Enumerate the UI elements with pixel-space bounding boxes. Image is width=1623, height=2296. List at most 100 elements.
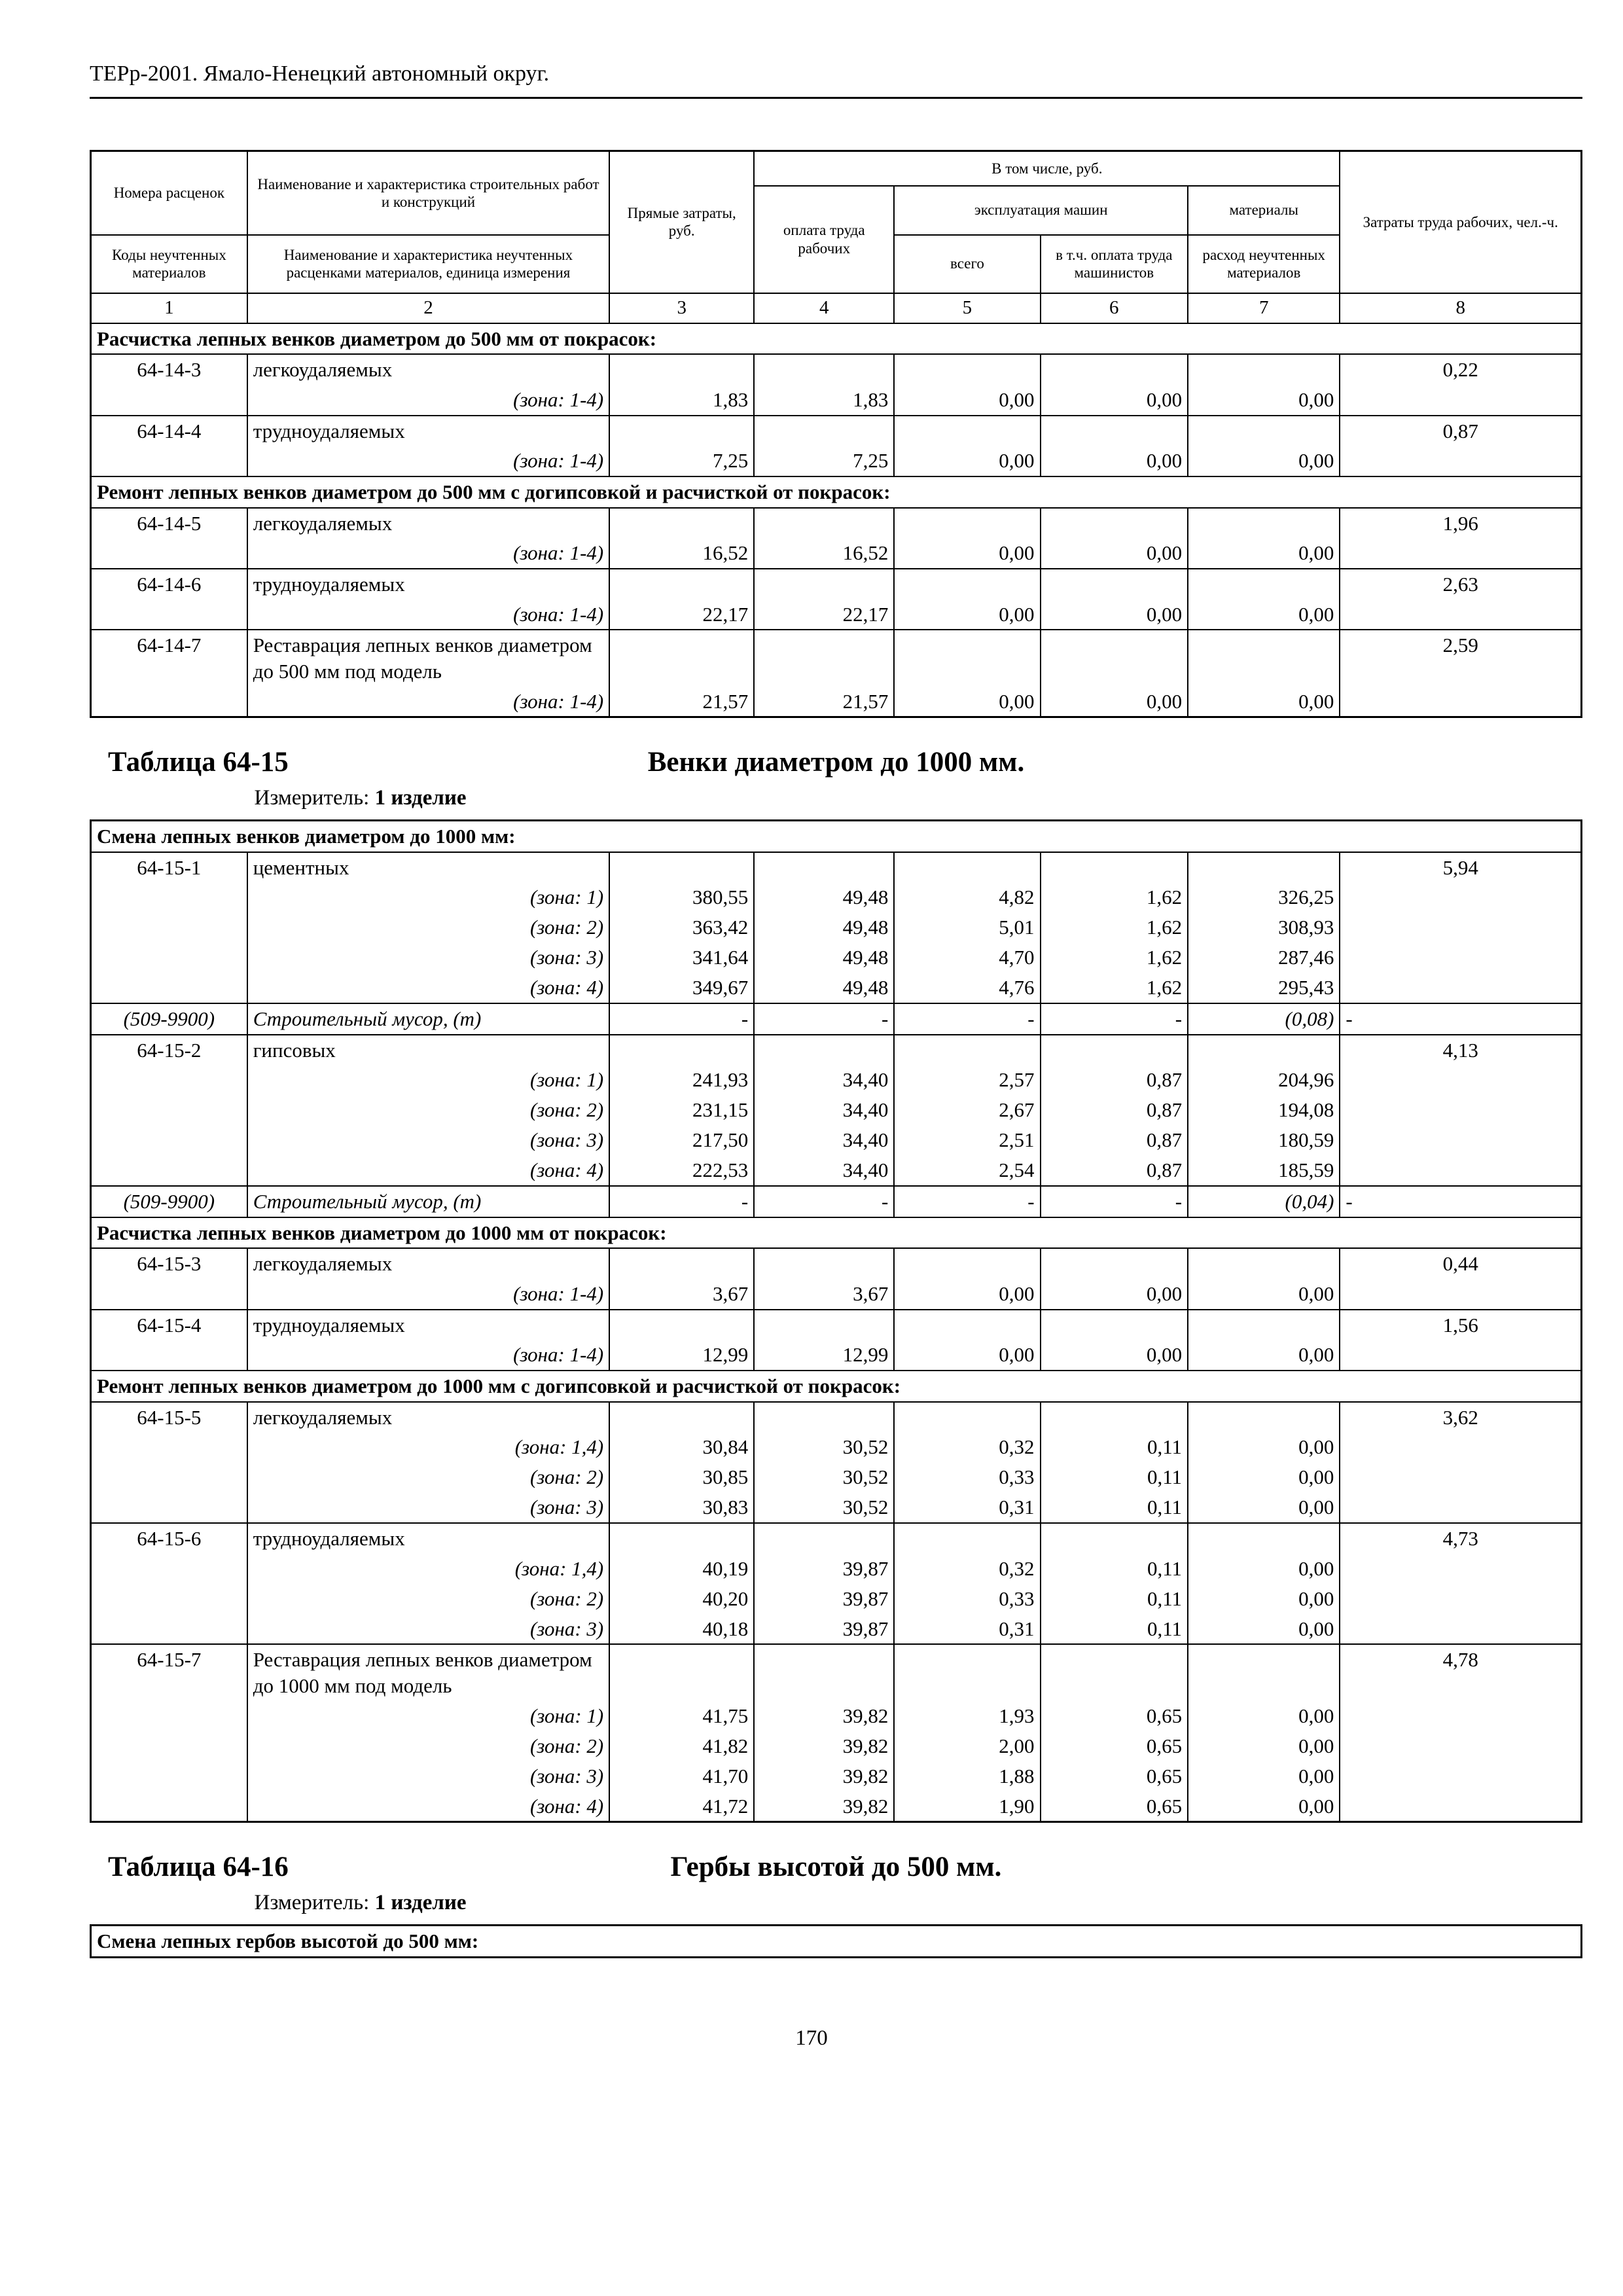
empty-value-cell <box>893 507 1041 539</box>
empty-labor-cell <box>1339 1761 1582 1791</box>
value-cell: 40,19 <box>609 1553 755 1584</box>
document-title: ТЕРр-2001. Ямало-Ненецкий автономный окр… <box>90 62 550 86</box>
labor-cost-cell: 4,73 <box>1339 1522 1582 1554</box>
table-row-zone: (зона: 1-4) 22,17 22,17 0,00 0,00 0,00 <box>90 599 1582 630</box>
value-cell: 30,52 <box>753 1462 895 1493</box>
empty-code-cell <box>90 1095 248 1126</box>
table-row-item-64-15-5: 64-15-5 легкоудаляемых 3,62 <box>90 1401 1582 1433</box>
value-cell: 0,00 <box>893 1278 1041 1310</box>
empty-value-cell <box>893 1522 1041 1554</box>
material-name-cell: Строительный мусор, (т) <box>246 1002 611 1035</box>
material-value-cell: - <box>893 1185 1041 1218</box>
table-body-64-14: Расчистка лепных венков диаметром до 500… <box>90 322 1582 717</box>
empty-value-cell <box>753 353 895 385</box>
value-cell: 349,67 <box>609 973 755 1003</box>
table-row-zone: (зона: 1-4) 21,57 21,57 0,00 0,00 0,00 <box>90 686 1582 717</box>
empty-value-cell <box>609 851 755 883</box>
rates-table-64-16: Смена лепных гербов высотой до 500 мм: <box>90 1924 1582 1958</box>
value-cell: 4,70 <box>893 942 1041 973</box>
value-cell: 0,65 <box>1039 1700 1189 1731</box>
empty-value-cell <box>753 414 895 446</box>
column-number-5: 5 <box>893 292 1041 324</box>
zone-label-cell: (зона: 1,4) <box>246 1432 611 1463</box>
value-cell: 39,82 <box>753 1700 895 1731</box>
header-row-2: оплата труда рабочих эксплуатация машин … <box>91 185 1582 294</box>
empty-value-cell <box>609 1643 755 1701</box>
zone-label-cell: (зона: 2) <box>246 1731 611 1761</box>
value-cell: 0,33 <box>893 1583 1041 1614</box>
table-row-zone: (зона: 1,4) 40,19 39,87 0,32 0,11 0,00 <box>90 1553 1582 1584</box>
value-cell: 4,82 <box>893 882 1041 913</box>
empty-labor-cell <box>1339 1553 1582 1584</box>
value-cell: 194,08 <box>1187 1095 1341 1126</box>
value-cell: 40,18 <box>609 1613 755 1645</box>
empty-labor-cell <box>1339 599 1582 630</box>
value-cell: 21,57 <box>609 686 755 717</box>
value-cell: 30,52 <box>753 1432 895 1463</box>
empty-value-cell <box>1187 1522 1341 1554</box>
value-cell: 2,67 <box>893 1095 1041 1126</box>
value-cell: 0,11 <box>1039 1583 1189 1614</box>
rate-code-cell: 64-15-4 <box>90 1308 248 1340</box>
value-cell: 4,76 <box>893 973 1041 1003</box>
empty-code-cell <box>90 1432 248 1463</box>
rate-code-cell: 64-15-7 <box>90 1643 248 1701</box>
empty-labor-cell <box>1339 1278 1582 1310</box>
value-cell: 0,00 <box>1187 1278 1341 1310</box>
header-rule <box>90 97 1582 99</box>
table-body-64-16: Смена лепных гербов высотой до 500 мм: <box>90 1924 1582 1958</box>
value-cell: 0,00 <box>1187 1791 1341 1822</box>
page-number: 170 <box>795 2026 828 2050</box>
header-machines-group: эксплуатация машин <box>893 185 1189 236</box>
empty-value-cell <box>1187 1033 1341 1066</box>
empty-labor-cell <box>1339 384 1582 416</box>
value-cell: 40,20 <box>609 1583 755 1614</box>
value-cell: 1,83 <box>609 384 755 416</box>
value-cell: 49,48 <box>753 973 895 1003</box>
value-cell: 16,52 <box>753 538 895 569</box>
zone-label-cell: (зона: 1-4) <box>246 1278 611 1310</box>
empty-value-cell <box>893 1033 1041 1066</box>
table-row-section: Ремонт лепных венков диаметром до 1000 м… <box>90 1369 1582 1403</box>
value-cell: 12,99 <box>753 1340 895 1371</box>
empty-labor-cell <box>1339 1095 1582 1126</box>
table-row-zone: (зона: 4) 41,72 39,82 1,90 0,65 0,00 <box>90 1791 1582 1822</box>
table-row-zone: (зона: 1) 41,75 39,82 1,93 0,65 0,00 <box>90 1700 1582 1731</box>
rates-table-64-14: Номера расценок Наименование и характери… <box>90 150 1582 719</box>
empty-value-cell <box>1187 507 1341 539</box>
labor-cost-cell: 0,22 <box>1339 353 1582 385</box>
value-cell: 3,67 <box>609 1278 755 1310</box>
value-cell: 1,62 <box>1039 882 1189 913</box>
value-cell: 0,65 <box>1039 1731 1189 1761</box>
labor-cost-cell: 3,62 <box>1339 1401 1582 1433</box>
table-body-64-15: Смена лепных венков диаметром до 1000 мм… <box>90 819 1582 1822</box>
value-cell: 41,75 <box>609 1700 755 1731</box>
empty-value-cell <box>753 1643 895 1701</box>
empty-labor-cell <box>1339 1492 1582 1523</box>
empty-value-cell <box>753 567 895 600</box>
empty-code-cell <box>90 1700 248 1731</box>
value-cell: 0,87 <box>1039 1065 1189 1096</box>
empty-value-cell <box>609 414 755 446</box>
empty-value-cell <box>1039 1401 1189 1433</box>
measure-value: 1 изделие <box>374 785 467 810</box>
empty-labor-cell <box>1339 1791 1582 1822</box>
rate-code-cell: 64-15-3 <box>90 1247 248 1279</box>
value-cell: 7,25 <box>609 446 755 476</box>
work-name-cell: трудноудаляемых <box>246 1522 611 1554</box>
material-value-cell: - <box>609 1002 755 1035</box>
value-cell: 0,11 <box>1039 1613 1189 1645</box>
empty-code-cell <box>90 1340 248 1371</box>
value-cell: 49,48 <box>753 942 895 973</box>
rate-code-cell: 64-15-6 <box>90 1522 248 1554</box>
value-cell: 0,00 <box>1187 1492 1341 1523</box>
table-row-section: Расчистка лепных венков диаметром до 500… <box>90 322 1582 355</box>
labor-cost-cell: 1,96 <box>1339 507 1582 539</box>
work-name-cell: легкоудаляемых <box>246 1247 611 1279</box>
value-cell: 0,11 <box>1039 1462 1189 1493</box>
value-cell: 0,00 <box>1187 1731 1341 1761</box>
value-cell: 0,00 <box>1187 538 1341 569</box>
empty-value-cell <box>1039 629 1189 687</box>
value-cell: 0,00 <box>1187 1761 1341 1791</box>
